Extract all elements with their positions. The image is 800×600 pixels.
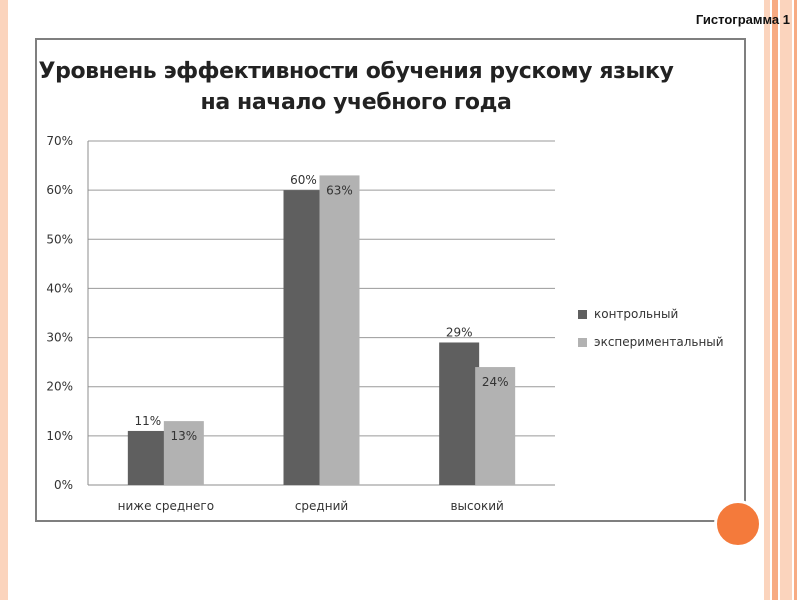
- y-tick-label: 40%: [46, 281, 73, 295]
- x-tick-label: ниже среднего: [118, 499, 214, 513]
- y-tick-label: 10%: [46, 429, 73, 443]
- y-tick-label: 0%: [54, 478, 73, 492]
- y-tick-label: 70%: [46, 134, 73, 148]
- y-tick-label: 60%: [46, 183, 73, 197]
- decor-stripe-right-4: [794, 0, 797, 600]
- bar-experimental: [163, 421, 204, 485]
- bar-control: [439, 342, 480, 485]
- bar-control: [127, 430, 168, 485]
- data-label: 11%: [134, 414, 161, 428]
- legend-item-control: контрольный: [578, 300, 724, 328]
- decor-stripe-right-3: [780, 0, 792, 600]
- decor-stripe-light: [0, 0, 8, 600]
- bar-experimental: [475, 367, 516, 485]
- chart-legend: контрольный экспериментальный: [578, 300, 724, 356]
- legend-label-control: контрольный: [594, 307, 679, 321]
- legend-label-experimental: экспериментальный: [594, 335, 724, 349]
- y-tick-label: 50%: [46, 232, 73, 246]
- decor-stripe-right-2: [772, 0, 778, 600]
- data-label: 13%: [170, 429, 197, 443]
- legend-item-experimental: экспериментальный: [578, 328, 724, 356]
- decor-orange-circle: [714, 500, 762, 548]
- data-label: 60%: [290, 173, 317, 187]
- x-tick-label: высокий: [450, 499, 503, 513]
- legend-swatch-experimental: [578, 337, 587, 347]
- data-label: 24%: [482, 375, 509, 389]
- bar-experimental: [319, 175, 360, 485]
- decor-stripe-right-1: [764, 0, 770, 600]
- y-tick-label: 30%: [46, 331, 73, 345]
- x-tick-label: средний: [295, 499, 348, 513]
- data-label: 29%: [446, 325, 473, 339]
- chart-title: Уровнень эффективности обучения рускому …: [38, 59, 674, 115]
- legend-swatch-control: [578, 309, 587, 319]
- data-label: 63%: [326, 183, 353, 197]
- bar-control: [283, 190, 324, 485]
- slide-label: Гистограмма 1: [695, 12, 790, 27]
- y-tick-label: 20%: [46, 380, 73, 394]
